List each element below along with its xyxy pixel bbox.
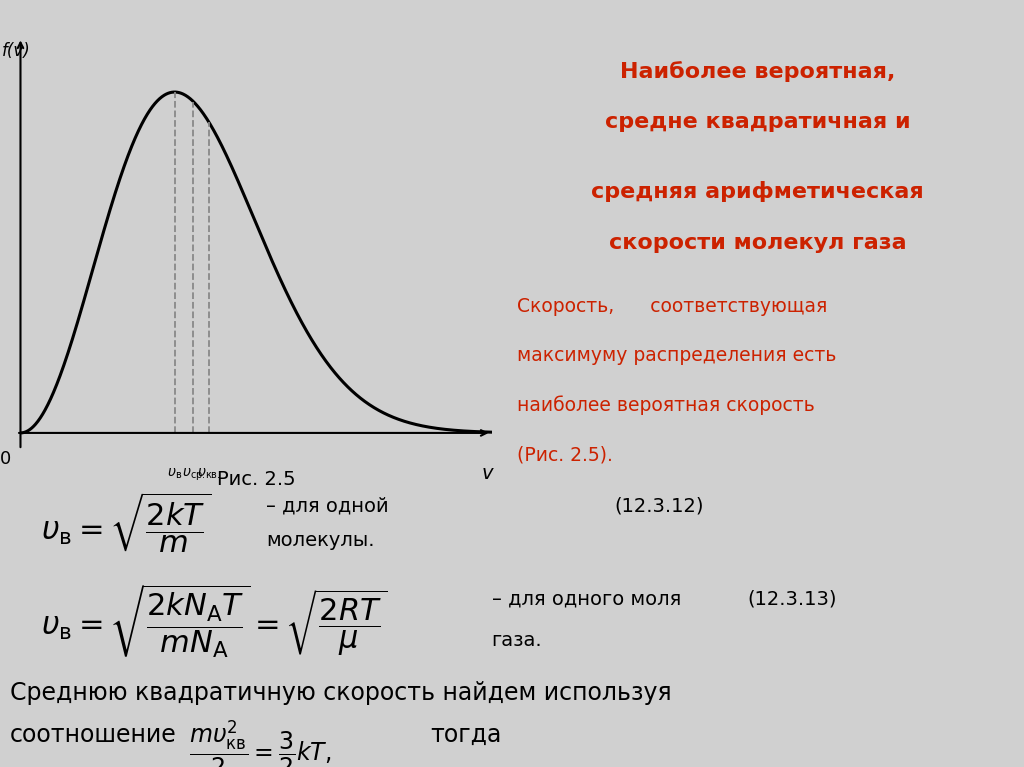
Text: тогда: тогда <box>430 723 502 747</box>
Text: скорости молекул газа: скорости молекул газа <box>609 232 906 252</box>
Text: газа.: газа. <box>492 631 542 650</box>
Text: $\upsilon_{\rm в} = \sqrt{\dfrac{2kT}{m}}$: $\upsilon_{\rm в} = \sqrt{\dfrac{2kT}{m}… <box>41 491 211 555</box>
Text: $\upsilon_{\rm ср.}$: $\upsilon_{\rm ср.}$ <box>181 467 205 483</box>
Text: $\dfrac{m\upsilon_{\rm кв}^2}{2} = \dfrac{3}{2}kT,$: $\dfrac{m\upsilon_{\rm кв}^2}{2} = \dfra… <box>189 719 332 767</box>
Text: средняя арифметическая: средняя арифметическая <box>592 181 924 202</box>
Text: $\upsilon_{\rm кв.}$: $\upsilon_{\rm кв.}$ <box>197 467 221 482</box>
Text: $\upsilon_{\rm в} = \sqrt{\dfrac{2kN_{\rm A}T}{mN_{\rm A}}} = \sqrt{\dfrac{2RT}{: $\upsilon_{\rm в} = \sqrt{\dfrac{2kN_{\r… <box>41 582 388 660</box>
Text: – для одной: – для одной <box>266 496 389 515</box>
Text: 0: 0 <box>0 450 10 468</box>
Text: максимуму распределения есть: максимуму распределения есть <box>517 347 837 365</box>
Text: Наиболее вероятная,: Наиболее вероятная, <box>621 61 895 82</box>
Text: средне квадратичная и: средне квадратичная и <box>605 112 910 132</box>
Text: f(v): f(v) <box>2 42 31 60</box>
Text: (Рис. 2.5).: (Рис. 2.5). <box>517 445 613 464</box>
Text: наиболее вероятная скорость: наиболее вероятная скорость <box>517 396 815 416</box>
Text: молекулы.: молекулы. <box>266 531 375 550</box>
Text: $\upsilon_{\rm в}$: $\upsilon_{\rm в}$ <box>167 467 182 482</box>
Text: соотношение: соотношение <box>10 723 177 747</box>
Text: Рис. 2.5: Рис. 2.5 <box>217 470 295 489</box>
Text: – для одного моля: – для одного моля <box>492 590 681 609</box>
Text: Скорость,      соответствующая: Скорость, соответствующая <box>517 297 827 316</box>
Text: (12.3.12): (12.3.12) <box>614 496 703 515</box>
Text: v: v <box>481 463 493 482</box>
Text: (12.3.13): (12.3.13) <box>748 590 837 609</box>
Text: Среднюю квадратичную скорость найдем используя: Среднюю квадратичную скорость найдем исп… <box>10 680 672 705</box>
